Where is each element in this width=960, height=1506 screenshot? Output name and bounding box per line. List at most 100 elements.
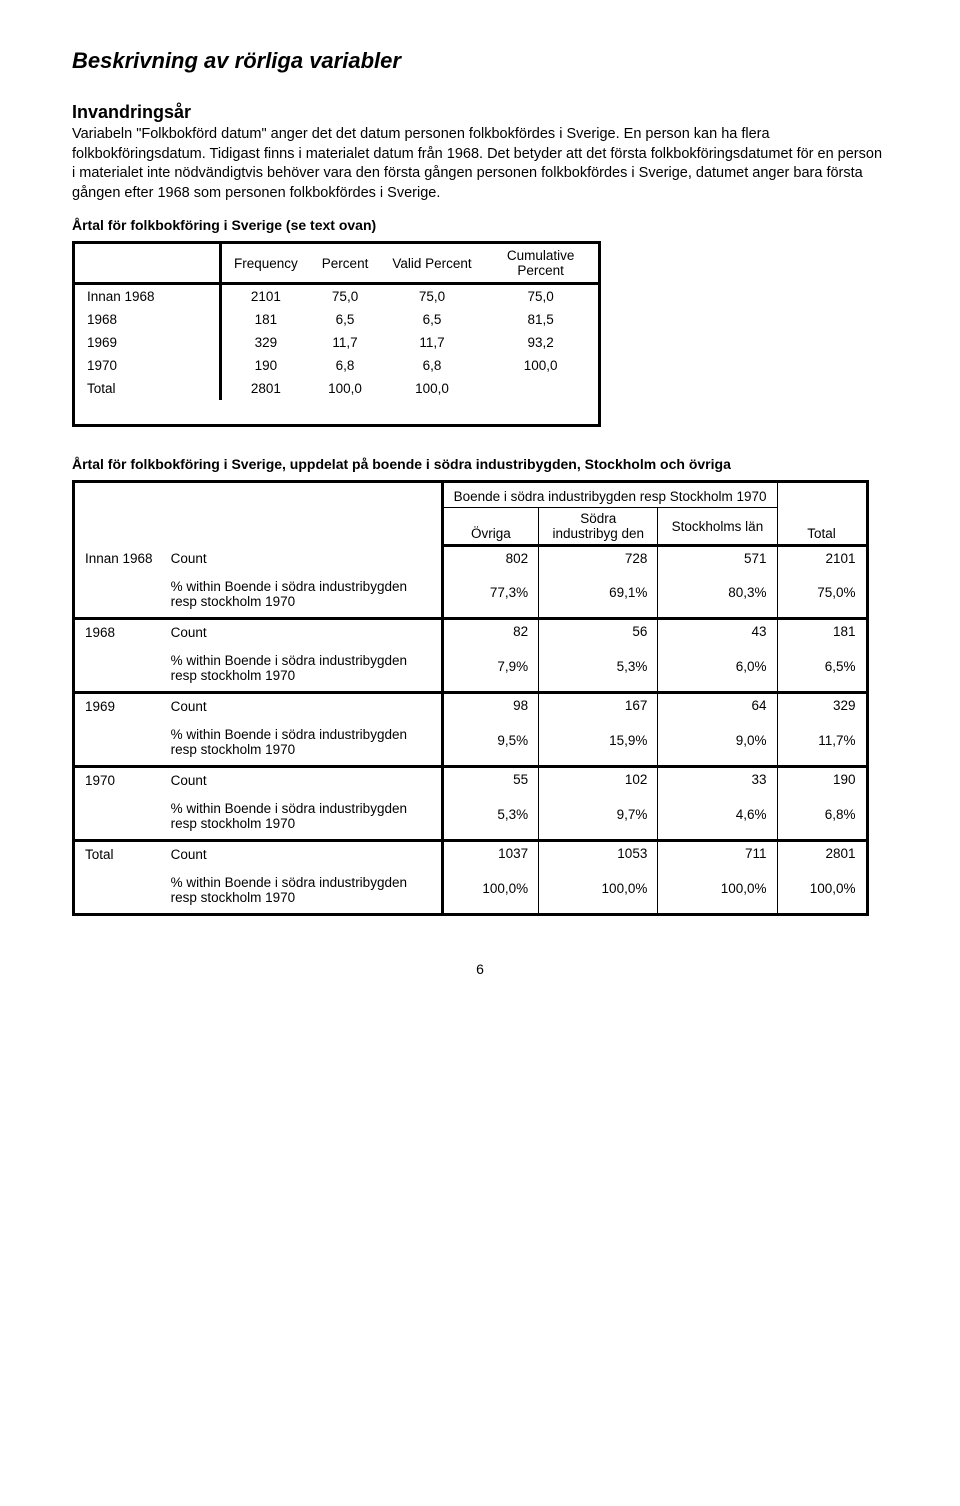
table-row: % within Boende i södra industribygden r… <box>75 791 866 841</box>
cell: 81,5 <box>484 308 598 331</box>
cell: 100,0% <box>658 865 777 913</box>
pct-label: % within Boende i södra industribygden r… <box>161 865 443 913</box>
cell: 167 <box>539 692 658 717</box>
pct-label: % within Boende i södra industribygden r… <box>161 643 443 693</box>
row-label: 1969 <box>75 331 221 354</box>
col-total: Total <box>777 483 866 546</box>
count-label: Count <box>161 618 443 643</box>
cell: 711 <box>658 840 777 865</box>
cell: 75,0 <box>484 284 598 309</box>
cell: 6,0% <box>658 643 777 693</box>
cell: 82 <box>442 618 539 643</box>
row-label: 1969 <box>75 692 161 766</box>
intro-paragraph: Variabeln "Folkbokförd datum" anger det … <box>72 125 888 203</box>
cell: 64 <box>658 692 777 717</box>
table-row: 1968 181 6,5 6,5 81,5 <box>75 308 598 331</box>
cell: 100,0% <box>442 865 539 913</box>
cell: 5,3% <box>539 643 658 693</box>
freq-table-title: Årtal för folkbokföring i Sverige (se te… <box>72 217 888 233</box>
cell: 77,3% <box>442 569 539 619</box>
cell: 6,5% <box>777 643 866 693</box>
table-row: Innan 1968 2101 75,0 75,0 75,0 <box>75 284 598 309</box>
page-number: 6 <box>72 961 888 977</box>
cell <box>484 377 598 400</box>
cell: 802 <box>442 546 539 569</box>
cell: 9,5% <box>442 717 539 767</box>
cross-table: Boende i södra industribygden resp Stock… <box>72 480 869 916</box>
row-label: 1970 <box>75 354 221 377</box>
pct-label: % within Boende i södra industribygden r… <box>161 791 443 841</box>
cell: 190 <box>221 354 310 377</box>
page-title: Beskrivning av rörliga variabler <box>72 48 888 74</box>
cell: 43 <box>658 618 777 643</box>
cell: 181 <box>221 308 310 331</box>
cell: 4,6% <box>658 791 777 841</box>
cell: 69,1% <box>539 569 658 619</box>
cross-table-title: Årtal för folkbokföring i Sverige, uppde… <box>72 456 888 472</box>
cell: 100,0 <box>380 377 483 400</box>
cell: 5,3% <box>442 791 539 841</box>
cell: 100,0 <box>310 377 381 400</box>
cell: 56 <box>539 618 658 643</box>
cell: 80,3% <box>658 569 777 619</box>
col-ovriga: Övriga <box>442 508 539 546</box>
cell: 15,9% <box>539 717 658 767</box>
cell: 728 <box>539 546 658 569</box>
cell: 2101 <box>221 284 310 309</box>
cell: 6,8 <box>310 354 381 377</box>
cell: 75,0% <box>777 569 866 619</box>
table-row: 1968 Count 82 56 43 181 <box>75 618 866 643</box>
pct-label: % within Boende i södra industribygden r… <box>161 569 443 619</box>
row-label: Innan 1968 <box>75 284 221 309</box>
count-label: Count <box>161 840 443 865</box>
row-label: 1968 <box>75 618 161 692</box>
cell: 11,7 <box>310 331 381 354</box>
cell: 93,2 <box>484 331 598 354</box>
count-label: Count <box>161 766 443 791</box>
cell: 2801 <box>777 840 866 865</box>
row-label: Total <box>75 840 161 913</box>
cell: 7,9% <box>442 643 539 693</box>
cell: 6,5 <box>380 308 483 331</box>
cell: 75,0 <box>310 284 381 309</box>
row-label: Total <box>75 377 221 400</box>
cell: 329 <box>777 692 866 717</box>
super-header: Boende i södra industribygden resp Stock… <box>442 483 777 508</box>
cell: 6,5 <box>310 308 381 331</box>
col-valid-percent: Valid Percent <box>380 244 483 284</box>
cell: 190 <box>777 766 866 791</box>
table-row: 1969 329 11,7 11,7 93,2 <box>75 331 598 354</box>
cell: 100,0% <box>777 865 866 913</box>
cell: 100,0 <box>484 354 598 377</box>
pct-label: % within Boende i södra industribygden r… <box>161 717 443 767</box>
freq-table: Frequency Percent Valid Percent Cumulati… <box>72 241 601 427</box>
section-heading: Invandringsår <box>72 102 888 123</box>
cell: 6,8% <box>777 791 866 841</box>
count-label: Count <box>161 692 443 717</box>
cell: 329 <box>221 331 310 354</box>
table-row: % within Boende i södra industribygden r… <box>75 717 866 767</box>
cell: 98 <box>442 692 539 717</box>
cell: 100,0% <box>539 865 658 913</box>
cell: 6,8 <box>380 354 483 377</box>
cell: 11,7 <box>380 331 483 354</box>
table-row: Innan 1968 Count 802 728 571 2101 <box>75 546 866 569</box>
cell: 1037 <box>442 840 539 865</box>
col-sodra: Södra industribyg den <box>539 508 658 546</box>
cell: 55 <box>442 766 539 791</box>
cell: 102 <box>539 766 658 791</box>
cell: 9,7% <box>539 791 658 841</box>
table-row: Total Count 1037 1053 711 2801 <box>75 840 866 865</box>
cell: 2101 <box>777 546 866 569</box>
cell: 11,7% <box>777 717 866 767</box>
col-cum-percent: Cumulative Percent <box>484 244 598 284</box>
col-percent: Percent <box>310 244 381 284</box>
row-label: 1968 <box>75 308 221 331</box>
col-frequency: Frequency <box>221 244 310 284</box>
count-label: Count <box>161 546 443 569</box>
table-row: % within Boende i södra industribygden r… <box>75 865 866 913</box>
cell: 2801 <box>221 377 310 400</box>
cell: 9,0% <box>658 717 777 767</box>
col-sthlm: Stockholms län <box>658 508 777 546</box>
cell: 33 <box>658 766 777 791</box>
